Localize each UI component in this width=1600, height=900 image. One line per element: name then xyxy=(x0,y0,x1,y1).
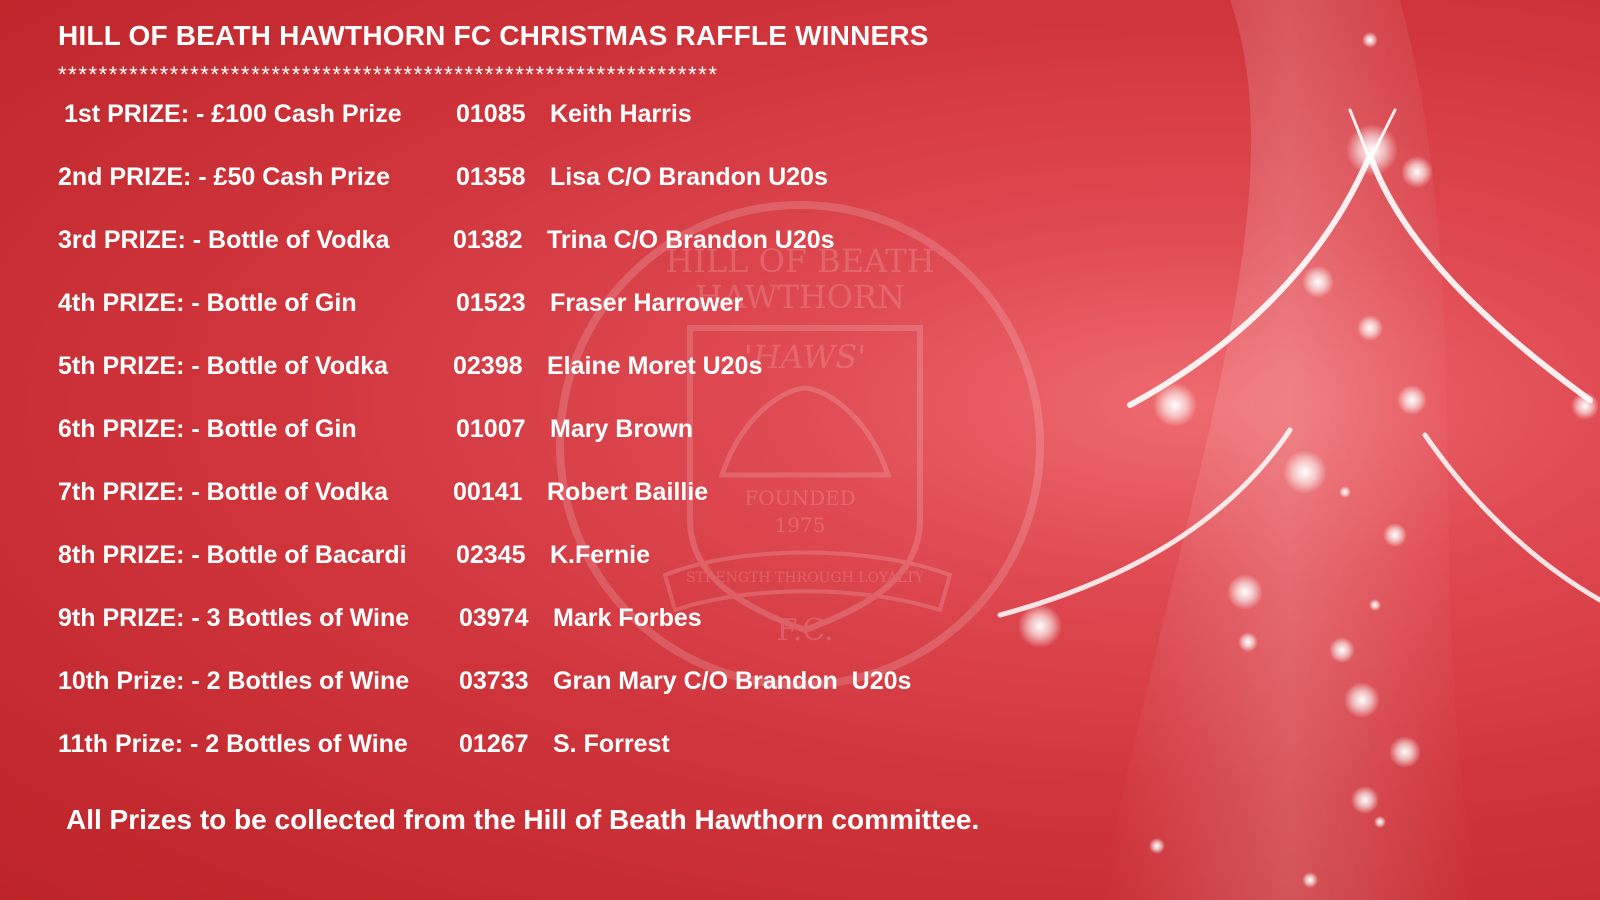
page-title: HILL OF BEATH HAWTHORN FC CHRISTMAS RAFF… xyxy=(58,20,929,51)
prize-label: 5th PRIZE: - Bottle of Vodka xyxy=(58,352,389,380)
winner-name: Robert Baillie xyxy=(547,478,709,506)
crest-nickname: 'HAWS' xyxy=(744,338,866,376)
ticket-number: 00141 xyxy=(453,478,523,506)
ticket-number: 01085 xyxy=(456,100,526,128)
winner-name: Gran Mary C/O Brandon U20s xyxy=(553,667,912,695)
prize-label: 11th Prize: - 2 Bottles of Wine xyxy=(58,730,408,758)
winner-name: Elaine Moret U20s xyxy=(547,352,763,380)
crest-motto: STRENGTH THROUGH LOYALTY xyxy=(686,570,925,586)
crest-line2: HAWTHORN xyxy=(695,278,905,316)
winner-name: Keith Harris xyxy=(550,100,692,128)
crest-line1: HILL OF BEATH xyxy=(665,242,934,280)
prize-label: 10th Prize: - 2 Bottles of Wine xyxy=(58,667,410,695)
prize-label: 8th PRIZE: - Bottle of Bacardi xyxy=(58,541,407,569)
ticket-number: 03974 xyxy=(459,604,529,632)
ticket-number: 01358 xyxy=(456,163,526,191)
winner-name: Fraser Harrower xyxy=(550,289,744,317)
prize-label: 4th PRIZE: - Bottle of Gin xyxy=(58,289,357,317)
prize-label: 3rd PRIZE: - Bottle of Vodka xyxy=(58,226,390,254)
prize-label: 2nd PRIZE: - £50 Cash Prize xyxy=(58,163,391,191)
winner-name: K.Fernie xyxy=(550,541,651,569)
ticket-number: 01382 xyxy=(453,226,523,254)
asterisk-divider: ****************************************… xyxy=(58,62,719,87)
crest-founded: FOUNDED xyxy=(744,486,855,510)
ticket-number: 02398 xyxy=(453,352,523,380)
prize-label: 7th PRIZE: - Bottle of Vodka xyxy=(58,478,389,506)
collection-notice: All Prizes to be collected from the Hill… xyxy=(66,804,980,835)
prize-label: 6th PRIZE: - Bottle of Gin xyxy=(58,415,357,443)
ticket-number: 03733 xyxy=(459,667,529,695)
ticket-number: 01267 xyxy=(459,730,529,758)
ticket-number: 01523 xyxy=(456,289,526,317)
winner-name: Trina C/O Brandon U20s xyxy=(547,226,835,254)
winner-name: Lisa C/O Brandon U20s xyxy=(550,163,828,191)
winner-name: Mark Forbes xyxy=(553,604,702,632)
crest-year: 1975 xyxy=(775,513,826,537)
prize-label: 9th PRIZE: - 3 Bottles of Wine xyxy=(58,604,410,632)
ticket-number: 02345 xyxy=(456,541,526,569)
winner-name: Mary Brown xyxy=(550,415,694,443)
prize-label: 1st PRIZE: - £100 Cash Prize xyxy=(64,100,402,128)
crest-fc: F.C. xyxy=(776,613,833,648)
winner-name: S. Forrest xyxy=(553,730,670,758)
ticket-number: 01007 xyxy=(456,415,526,443)
